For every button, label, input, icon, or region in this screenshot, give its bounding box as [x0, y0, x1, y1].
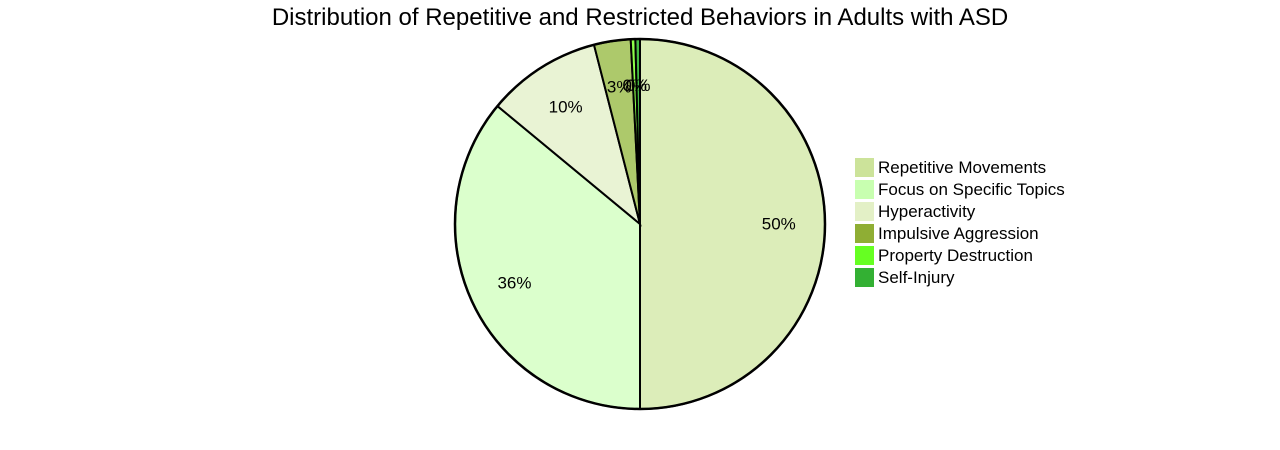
legend-label: Focus on Specific Topics [878, 180, 1065, 199]
slice-labels: 50% 36% 10% 3%0%0% [497, 76, 795, 293]
legend-item-impulsive-aggression: Impulsive Aggression [855, 224, 1039, 243]
legend-swatch [855, 180, 874, 199]
legend-swatch [855, 202, 874, 221]
legend-swatch [855, 246, 874, 265]
legend-item-property-destruction: Property Destruction [855, 246, 1033, 265]
chart-title: Distribution of Repetitive and Restricte… [272, 4, 1008, 31]
legend-label: Repetitive Movements [878, 158, 1046, 177]
legend-swatch [855, 224, 874, 243]
slice-label-focus-on-specific-topics: 36% [497, 274, 531, 293]
legend-label: Self-Injury [878, 268, 955, 287]
legend-swatch [855, 268, 874, 287]
legend: Repetitive Movements Focus on Specific To… [855, 158, 1065, 287]
slice-label-hyperactivity: 10% [549, 97, 583, 116]
legend-item-focus-on-specific-topics: Focus on Specific Topics [855, 180, 1065, 199]
slice-label-impulsive-aggression: 3% [607, 77, 632, 96]
pie-slices [454, 37, 826, 411]
legend-label: Hyperactivity [878, 202, 976, 221]
legend-label: Property Destruction [878, 246, 1033, 265]
pie-slice-repetitive-movements [639, 37, 826, 411]
slice-label-repetitive-movements: 50% [762, 215, 796, 234]
slice-label-property-destruction: 0% [622, 76, 647, 95]
slice-label-self-injury: 0% [626, 76, 651, 95]
legend-label: Impulsive Aggression [878, 224, 1039, 243]
legend-item-hyperactivity: Hyperactivity [855, 202, 976, 221]
legend-item-repetitive-movements: Repetitive Movements [855, 158, 1046, 177]
legend-item-self-injury: Self-Injury [855, 268, 955, 287]
legend-swatch [855, 158, 874, 177]
pie-outline [453, 37, 827, 411]
